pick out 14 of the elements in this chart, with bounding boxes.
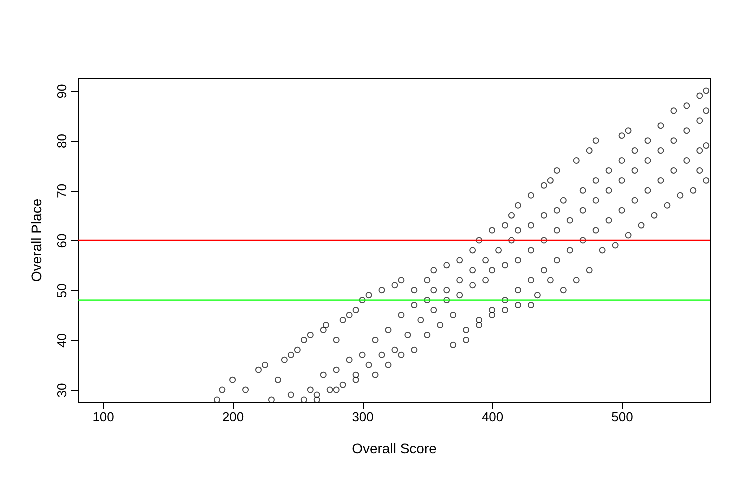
x-tick-label: 500 <box>612 410 634 424</box>
y-tick-label: 30 <box>54 383 70 398</box>
y-tick-label: 40 <box>54 333 70 348</box>
x-tick-label: 300 <box>352 410 374 424</box>
y-tick-label: 80 <box>54 134 70 149</box>
y-tick-label: 70 <box>54 184 70 198</box>
y-tick-label: 50 <box>54 284 70 298</box>
y-tick-label: 60 <box>54 234 70 248</box>
y-axis-title: Overall Place <box>28 198 44 282</box>
x-tick-label: 400 <box>482 410 504 424</box>
x-tick-label: 100 <box>92 410 114 424</box>
y-tick-label: 90 <box>54 84 70 99</box>
x-axis-title: Overall Score <box>352 440 438 456</box>
x-tick-label: 200 <box>222 410 244 424</box>
